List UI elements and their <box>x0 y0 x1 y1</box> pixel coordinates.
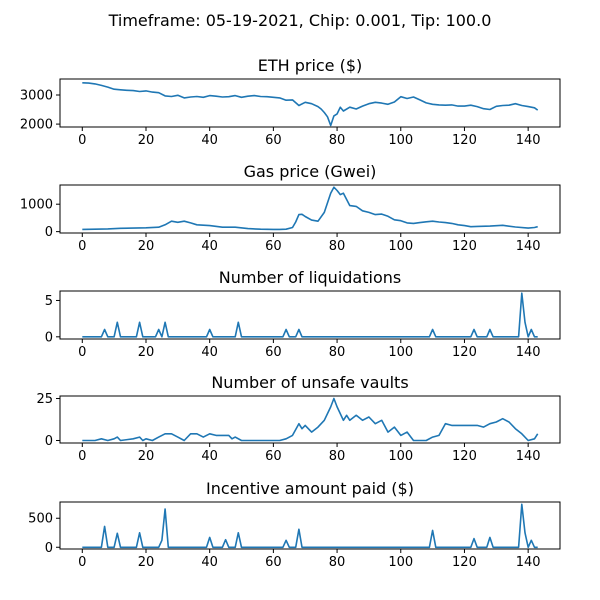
x-tick-label: 60 <box>265 133 282 148</box>
subplot-title: Gas price (Gwei) <box>244 162 377 181</box>
axes-frame <box>60 502 560 549</box>
x-tick-label: 60 <box>265 345 282 360</box>
y-tick-label: 5 <box>45 294 53 309</box>
series-line <box>82 504 537 547</box>
subplot-title: Number of liquidations <box>219 268 401 287</box>
x-tick-label: 80 <box>329 449 346 464</box>
y-tick-label: 0 <box>45 225 53 240</box>
x-tick-label: 80 <box>329 345 346 360</box>
subplot-2: Gas price (Gwei) 0 20 40 60 80 100 120 140 0 1000 <box>20 162 560 254</box>
y-tick-label: 0 <box>45 541 53 556</box>
x-tick-label: 0 <box>78 345 86 360</box>
x-tick-label: 20 <box>138 133 155 148</box>
y-tick-label: 3000 <box>20 89 53 104</box>
x-tick-label: 80 <box>329 555 346 570</box>
figure-suptitle: Timeframe: 05-19-2021, Chip: 0.001, Tip:… <box>108 11 492 30</box>
x-tick-label: 100 <box>388 555 413 570</box>
x-tick-label: 140 <box>516 345 541 360</box>
x-tick-label: 20 <box>138 555 155 570</box>
x-tick-label: 40 <box>201 345 218 360</box>
x-tick-label: 0 <box>78 133 86 148</box>
x-tick-label: 80 <box>329 133 346 148</box>
y-tick-label: 2000 <box>20 118 53 133</box>
subplot-panels: ETH price ($)0 20 40 60 80 100 120 14020003000G… <box>20 56 560 570</box>
series-line <box>82 293 537 337</box>
x-tick-label: 20 <box>138 345 155 360</box>
x-tick-label: 140 <box>516 133 541 148</box>
y-tick-label: 0 <box>45 330 53 345</box>
series-line <box>82 187 537 229</box>
axes-frame <box>60 396 560 443</box>
x-tick-label: 0 <box>78 555 86 570</box>
x-tick-label: 100 <box>388 133 413 148</box>
subplot-title: ETH price ($) <box>258 56 363 75</box>
x-tick-label: 20 <box>138 239 155 254</box>
x-tick-label: 20 <box>138 449 155 464</box>
x-tick-label: 120 <box>452 239 477 254</box>
x-tick-label: 60 <box>265 449 282 464</box>
subplot-title: Number of unsafe vaults <box>211 373 408 392</box>
x-tick-label: 140 <box>516 555 541 570</box>
x-tick-label: 0 <box>78 449 86 464</box>
axes-frame <box>60 291 560 339</box>
series-line <box>82 399 537 441</box>
x-tick-label: 60 <box>265 239 282 254</box>
series-line <box>82 83 537 126</box>
subplot-3: Number of liquidations 0 20 40 60 80 100 120 140… <box>45 268 560 360</box>
x-tick-label: 40 <box>201 239 218 254</box>
subplot-4: Number of unsafe vaults 0 20 40 60 80 100 120 14… <box>36 373 560 464</box>
x-tick-label: 100 <box>388 345 413 360</box>
subplot-title: Incentive amount paid ($) <box>206 479 414 498</box>
x-tick-label: 100 <box>388 239 413 254</box>
x-tick-label: 0 <box>78 239 86 254</box>
x-tick-label: 120 <box>452 345 477 360</box>
x-tick-label: 40 <box>201 133 218 148</box>
subplot-1: ETH price ($) 0 20 40 60 80 100 120 140 2000 3000 <box>20 56 560 148</box>
x-tick-label: 140 <box>516 239 541 254</box>
x-tick-label: 40 <box>201 555 218 570</box>
x-tick-label: 120 <box>452 133 477 148</box>
x-tick-label: 140 <box>516 449 541 464</box>
x-tick-label: 80 <box>329 239 346 254</box>
x-tick-label: 60 <box>265 555 282 570</box>
y-tick-label: 1000 <box>20 198 53 213</box>
y-tick-label: 25 <box>36 392 53 407</box>
x-tick-label: 120 <box>452 449 477 464</box>
y-tick-label: 0 <box>45 434 53 449</box>
x-tick-label: 120 <box>452 555 477 570</box>
y-tick-label: 500 <box>28 512 53 527</box>
x-tick-label: 100 <box>388 449 413 464</box>
x-tick-label: 40 <box>201 449 218 464</box>
subplot-5: Incentive amount paid ($) 0 20 40 60 80 100 120… <box>28 479 560 570</box>
